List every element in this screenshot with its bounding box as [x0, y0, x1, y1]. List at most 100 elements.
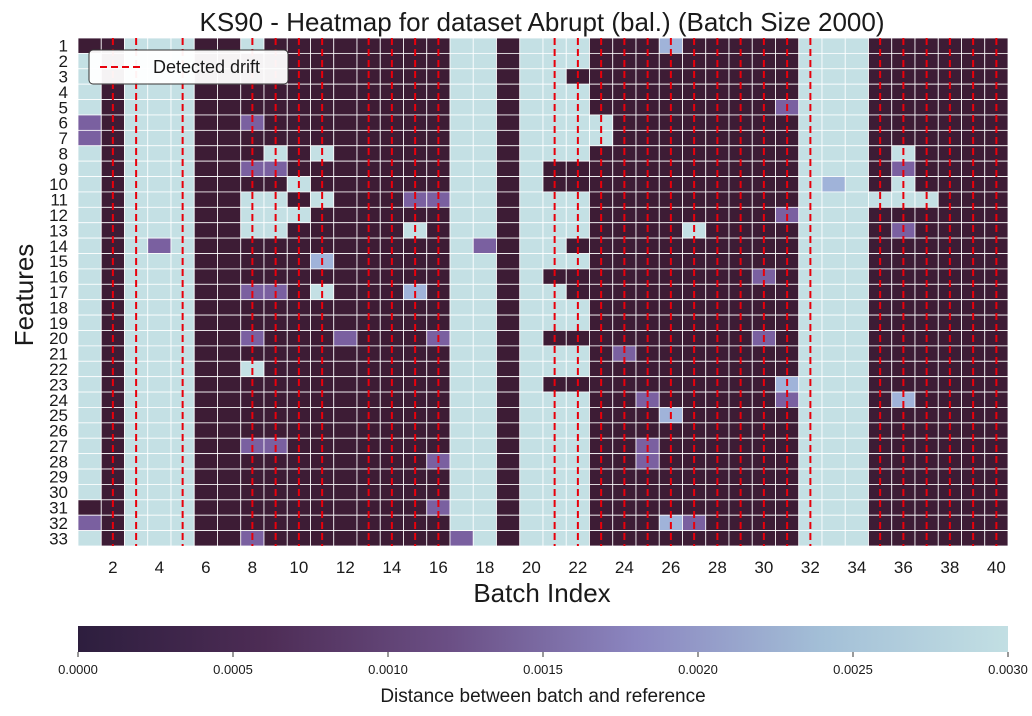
- heatmap-cell: [821, 37, 846, 54]
- heatmap-cell: [193, 314, 218, 331]
- heatmap-cell: [449, 484, 474, 501]
- heatmap-cell: [844, 237, 869, 254]
- x-tick-label: 36: [894, 558, 913, 577]
- heatmap-cell: [449, 145, 474, 162]
- heatmap-cell: [472, 37, 497, 54]
- y-tick-label: 19: [49, 314, 68, 333]
- heatmap-cell: [333, 268, 358, 285]
- heatmap-cell: [449, 376, 474, 393]
- heatmap-cell: [496, 268, 521, 285]
- x-tick-label: 32: [801, 558, 820, 577]
- heatmap-cell: [472, 99, 497, 116]
- heatmap-cell: [519, 360, 544, 378]
- heatmap-cell: [193, 407, 218, 424]
- heatmap-cell: [147, 407, 172, 424]
- heatmap-cell: [333, 530, 358, 547]
- heatmap-cell: [472, 360, 497, 378]
- heatmap-cell: [496, 407, 521, 424]
- colorbar-tick-label: 0.0030: [988, 662, 1028, 677]
- heatmap-cell: [844, 206, 869, 224]
- heatmap-cell: [472, 268, 497, 285]
- heatmap-cell: [472, 422, 497, 439]
- heatmap-cell: [193, 360, 218, 378]
- heatmap-cell: [821, 268, 846, 285]
- y-tick-label: 11: [50, 191, 68, 210]
- heatmap-cell: [472, 237, 497, 254]
- heatmap-cell: [333, 330, 358, 347]
- heatmap-cell: [333, 407, 358, 424]
- colorbar-tick-label: 0.0015: [523, 662, 563, 677]
- y-tick-label: 15: [49, 252, 68, 271]
- heatmap-cell: [449, 268, 474, 285]
- heatmap-cell: [519, 237, 544, 254]
- heatmap-cell: [449, 129, 474, 147]
- heatmap-cell: [844, 391, 869, 408]
- heatmap-cell: [821, 83, 846, 100]
- heatmap-cell: [193, 530, 218, 547]
- heatmap-cell: [519, 99, 544, 116]
- heatmap-cell: [821, 68, 846, 85]
- heatmap-cell: [844, 330, 869, 347]
- heatmap-cell: [472, 453, 497, 470]
- x-tick-label: 20: [522, 558, 541, 577]
- heatmap-cell: [449, 360, 474, 378]
- heatmap-cell: [77, 268, 102, 285]
- heatmap-cell: [77, 468, 102, 485]
- heatmap-cell: [217, 499, 242, 516]
- heatmap-cell: [333, 160, 358, 177]
- heatmap-cell: [333, 468, 358, 485]
- heatmap-cell: [821, 99, 846, 116]
- heatmap-cell: [496, 499, 521, 516]
- colorbar-tick-label: 0.0025: [833, 662, 873, 677]
- heatmap-cell: [217, 299, 242, 316]
- heatmap-cell: [496, 83, 521, 100]
- y-tick-label: 30: [49, 483, 68, 502]
- chart-title: KS90 - Heatmap for dataset Abrupt (bal.)…: [199, 7, 884, 37]
- heatmap-cell: [193, 299, 218, 316]
- heatmap-cell: [496, 422, 521, 439]
- heatmap-cell: [147, 422, 172, 439]
- heatmap-cell: [519, 114, 544, 131]
- heatmap-cell: [217, 191, 242, 208]
- heatmap-cell: [77, 283, 102, 301]
- y-tick-label: 13: [49, 221, 68, 240]
- heatmap-cell: [333, 52, 358, 70]
- heatmap-cell: [496, 330, 521, 347]
- heatmap-cell: [449, 222, 474, 239]
- heatmap-cell: [77, 191, 102, 208]
- heatmap-cell: [519, 222, 544, 239]
- heatmap-cell: [496, 191, 521, 208]
- heatmap-cell: [333, 283, 358, 301]
- heatmap-cell: [472, 191, 497, 208]
- heatmap-cell: [217, 514, 242, 532]
- heatmap-cell: [519, 37, 544, 54]
- heatmap-cell: [449, 499, 474, 516]
- heatmap-cell: [496, 453, 521, 470]
- heatmap-cell: [217, 253, 242, 270]
- heatmap-cell: [147, 437, 172, 455]
- heatmap-cell: [77, 514, 102, 532]
- x-tick-labels: 2 4 6 8 10 12 14 16 18 20 22 24 26 28 30 32 34 36 38 40: [108, 558, 1006, 577]
- heatmap-cell: [844, 283, 869, 301]
- heatmap-cell: [333, 437, 358, 455]
- x-tick-label: 14: [382, 558, 401, 577]
- heatmap-cell: [844, 52, 869, 70]
- heatmap-cell: [217, 345, 242, 362]
- heatmap-cell: [77, 299, 102, 316]
- heatmap-cell: [472, 437, 497, 455]
- heatmap-cell: [844, 299, 869, 316]
- colorbar-ticks: 0.0000 0.0005 0.0010 0.0015 0.0020 0.0025 0.00…: [58, 652, 1028, 677]
- y-tick-label: 21: [49, 345, 68, 364]
- heatmap-cell: [449, 391, 474, 408]
- y-tick-label: 16: [49, 268, 68, 287]
- heatmap-cell: [147, 83, 172, 100]
- heatmap-cell: [217, 206, 242, 224]
- heatmap-cell: [333, 114, 358, 131]
- heatmap-cell: [333, 129, 358, 147]
- y-tick-label: 9: [59, 160, 68, 179]
- heatmap-cell: [821, 160, 846, 177]
- heatmap-cell: [77, 160, 102, 177]
- heatmap-cell: [844, 514, 869, 532]
- heatmap-cell: [77, 453, 102, 470]
